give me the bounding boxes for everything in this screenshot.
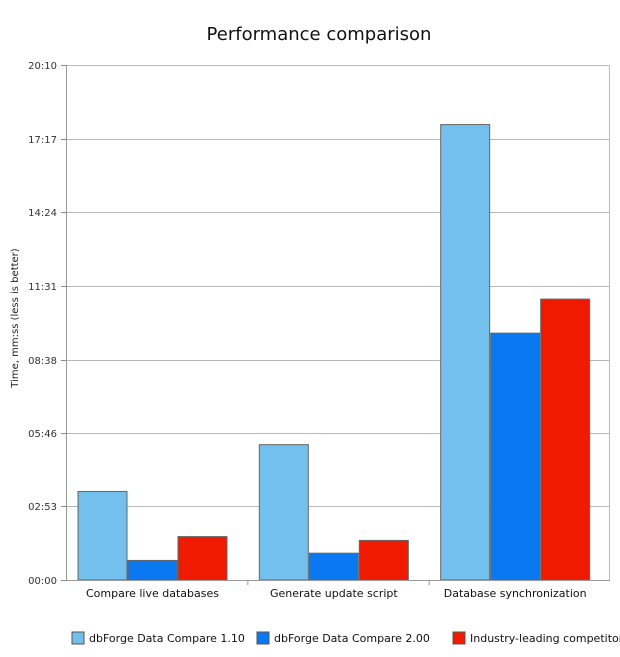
y-axis-label: Time, mm:ss (less is better) <box>10 248 21 388</box>
bar <box>440 124 491 581</box>
x-tick-label: Database synchronization <box>444 587 587 600</box>
bars <box>77 124 591 581</box>
bar <box>308 552 359 581</box>
y-tick-label: 14:24 <box>28 208 57 219</box>
y-tick-label: 20:10 <box>28 61 57 72</box>
axes <box>66 65 610 585</box>
legend-swatch <box>256 631 270 645</box>
gridlines <box>66 65 610 581</box>
chart-title: Performance comparison <box>207 24 432 45</box>
bar <box>177 536 228 581</box>
legend-swatch <box>71 631 85 645</box>
legend-label: Industry-leading competitor <box>470 632 620 645</box>
x-tick-label: Compare live databases <box>86 587 219 600</box>
y-tick-label: 00:00 <box>28 576 57 587</box>
bar <box>358 539 409 581</box>
y-tick-label: 11:31 <box>28 282 57 293</box>
bar <box>540 298 591 581</box>
legend-label: dbForge Data Compare 1.10 <box>89 632 245 645</box>
y-tick-label: 08:38 <box>28 356 57 367</box>
bar <box>127 559 178 581</box>
category-labels: Compare live databases Generate update sc… <box>86 587 587 600</box>
x-tick-label: Generate update script <box>270 587 398 600</box>
y-tick-label: 17:17 <box>28 135 57 146</box>
bar <box>490 332 541 581</box>
legend-swatch <box>452 631 466 645</box>
y-axis-ticks: 00:00 02:53 05:46 08:38 11:31 14:24 17:17 20:10 <box>28 61 66 587</box>
y-tick-label: 05:46 <box>28 429 57 440</box>
legend-label: dbForge Data Compare 2.00 <box>274 632 430 645</box>
y-tick-label: 02:53 <box>28 502 57 513</box>
bar <box>258 444 309 581</box>
bar <box>77 490 128 581</box>
legend: dbForge Data Compare 1.10 dbForge Data Co… <box>71 631 620 645</box>
